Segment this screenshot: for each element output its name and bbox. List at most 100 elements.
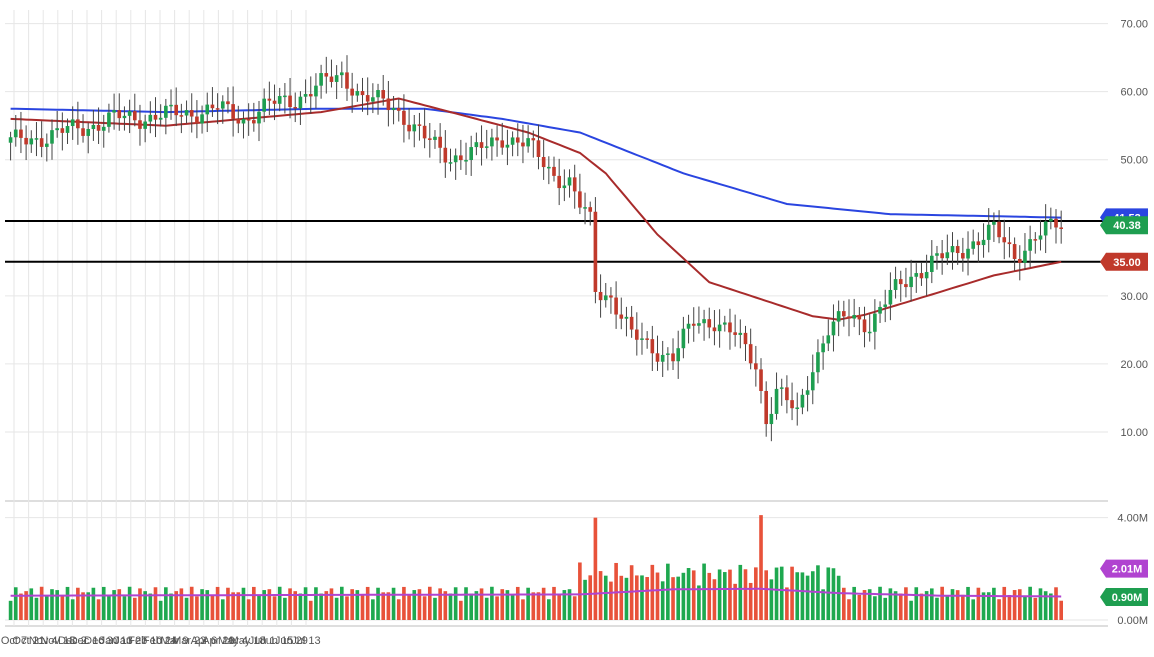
volume-bar: [536, 592, 541, 620]
volume-bar: [950, 589, 955, 620]
price-tag-2-bg: [1100, 252, 1148, 271]
volume-bar: [220, 599, 225, 620]
volume-tick-label: 4.00M: [1117, 513, 1148, 525]
candle-body: [226, 101, 230, 105]
volume-moving-average: [10, 587, 1062, 598]
candle-body: [210, 104, 215, 109]
volume-bar: [360, 594, 365, 620]
volume-bar: [345, 596, 349, 620]
volume-bar: [500, 589, 505, 620]
candle-body: [1002, 237, 1007, 243]
volume-bar: [19, 593, 23, 620]
volume-bar: [314, 587, 318, 620]
volume-bar: [629, 565, 634, 620]
candle-body: [764, 390, 769, 425]
candle-body: [91, 124, 96, 130]
volume-bar: [138, 588, 142, 620]
candle-body: [70, 119, 75, 127]
candle-body: [484, 146, 489, 148]
volume-tag-0-bg: [1100, 559, 1148, 578]
volume-bar: [702, 563, 706, 620]
candle-body: [691, 323, 696, 326]
candle-body: [940, 253, 944, 259]
candle-body: [743, 332, 748, 345]
candle-body: [526, 138, 530, 147]
candle-body: [609, 295, 613, 298]
candle-body: [345, 72, 349, 89]
candle-body: [1012, 244, 1017, 259]
candle-body: [634, 329, 639, 340]
candle-body: [138, 120, 142, 129]
price-tag-2-label: 35.00: [1113, 257, 1141, 269]
volume-bar: [898, 593, 903, 620]
volume-bar: [241, 587, 246, 620]
candle-body: [65, 126, 70, 133]
volume-bar: [1049, 593, 1053, 620]
volume-bar: [821, 589, 825, 620]
price-tick-label: 30.00: [1120, 291, 1148, 303]
candle-body: [883, 304, 888, 307]
candle-body: [391, 107, 396, 111]
volume-bar: [391, 587, 396, 620]
candle-body: [19, 129, 23, 138]
volume-bar: [790, 566, 794, 620]
candle-body: [314, 85, 318, 97]
candle-body: [567, 177, 572, 186]
x-tick-label: Apr 6: [191, 635, 217, 647]
candle-body: [360, 91, 365, 96]
x-tick-label: Jan 27: [114, 635, 147, 647]
candle-body: [76, 119, 80, 129]
candle-body: [417, 124, 422, 126]
candle-body: [500, 140, 505, 148]
volume-bar: [495, 596, 499, 620]
x-tick-label: May 4: [218, 635, 248, 647]
volume-bar: [748, 582, 753, 620]
candle-body: [971, 241, 976, 249]
candle-body: [101, 126, 106, 131]
candle-body: [552, 166, 556, 176]
volume-bar: [893, 591, 898, 620]
volume-bars: [8, 515, 1063, 620]
x-tick-label: Dec 30: [84, 635, 119, 647]
volume-bar: [448, 593, 453, 620]
volume-bar: [376, 587, 380, 620]
volume-bar: [810, 571, 815, 620]
volume-bar: [112, 590, 116, 620]
candle-body: [495, 137, 499, 141]
candle-body: [588, 207, 593, 212]
volume-bar: [997, 599, 1001, 620]
candle-body: [453, 155, 458, 163]
candle-body: [324, 73, 329, 77]
candle-body: [676, 348, 681, 362]
volume-bar: [847, 599, 851, 620]
volume-bar: [515, 586, 520, 620]
candle-body: [459, 155, 463, 161]
volume-bar: [754, 567, 758, 620]
candle-body: [1049, 218, 1053, 222]
volume-bar: [179, 588, 184, 620]
volume-bar: [888, 588, 893, 620]
candle-body: [143, 121, 147, 129]
volume-bar: [371, 599, 375, 620]
volume-bar: [567, 589, 572, 620]
volume-bar: [743, 569, 748, 620]
volume-bar: [24, 591, 28, 620]
candle-body: [578, 191, 582, 208]
volume-bar: [164, 587, 168, 620]
candle-body: [593, 211, 598, 292]
candle-body: [759, 369, 763, 391]
candle-body: [666, 353, 670, 355]
volume-bar: [433, 597, 437, 620]
volume-bar: [976, 587, 981, 620]
volume-bar: [76, 587, 80, 620]
candle-body: [1043, 221, 1048, 236]
volume-bar: [552, 586, 556, 620]
candle-body: [1033, 239, 1038, 241]
volume-bar: [526, 587, 530, 620]
volume-bar: [427, 586, 432, 620]
volume-bar: [13, 587, 18, 620]
volume-bar: [412, 590, 417, 620]
